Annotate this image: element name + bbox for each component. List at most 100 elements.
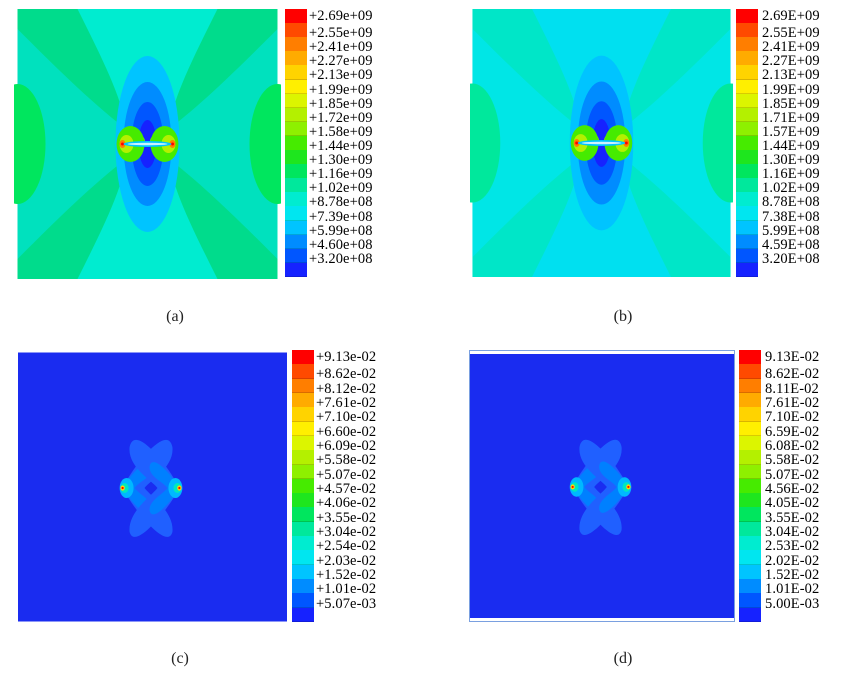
legend-tick-label: 1.30E+09 <box>762 152 820 169</box>
legend-swatch <box>736 9 758 24</box>
legend-tick-label: +8.78e+08 <box>309 194 373 211</box>
legend-swatch <box>739 564 761 580</box>
legend-tick-label: 3.20E+08 <box>762 250 820 267</box>
legend-swatch <box>285 23 307 38</box>
legend-swatch <box>292 579 314 594</box>
legend-swatch <box>285 234 307 250</box>
legend-tick-label: +4.06e-02 <box>316 495 377 512</box>
legend-tick-label: +5.58e-02 <box>316 452 377 469</box>
legend-swatch <box>285 206 307 222</box>
legend-tick-label: 2.69E+09 <box>762 8 820 24</box>
caption-d: (d) <box>613 650 633 667</box>
legend-swatch <box>739 550 761 566</box>
legend-tick-label: +1.01e-02 <box>316 581 377 598</box>
legend-tick-label: +3.04e-02 <box>316 523 377 540</box>
legend-swatch <box>285 93 307 109</box>
legend-swatch <box>292 364 314 380</box>
legend-tick-label: 1.99E+09 <box>762 81 820 98</box>
legend-swatch <box>292 464 314 480</box>
legend-tick-label: 4.05E-02 <box>765 495 820 512</box>
legend-swatch <box>292 607 314 623</box>
legend-tick-label: 6.08E-02 <box>765 438 820 455</box>
legend-tick-label: +2.41e+09 <box>309 39 373 56</box>
legend-swatch <box>736 164 758 179</box>
legend-tick-label: +1.30e+09 <box>309 152 373 169</box>
legend-tick-label: 4.56E-02 <box>765 481 820 497</box>
legend-tick-label: 5.58E-02 <box>765 452 820 469</box>
legend-tick-label: +1.02e+09 <box>309 180 373 197</box>
legend-tick-label: 1.02E+09 <box>762 180 820 197</box>
legend-swatch <box>739 464 761 480</box>
legend-swatch <box>736 23 758 38</box>
legend-tick-label: 1.01E-02 <box>765 581 820 598</box>
legend-swatch <box>292 435 314 451</box>
legend-swatch <box>285 121 307 137</box>
legend-swatch <box>292 350 314 365</box>
legend-tick-label: +2.55e+09 <box>309 25 373 42</box>
legend-tick-label: +1.85e+09 <box>309 95 373 112</box>
contour-plot-d <box>469 350 735 622</box>
contour-plot-b <box>470 9 733 277</box>
legend-swatch <box>736 51 758 66</box>
legend-swatch <box>285 135 307 151</box>
legend-swatch <box>736 248 758 264</box>
legend-tick-label: 7.10E-02 <box>765 409 820 426</box>
legend-tick-label: 1.52E-02 <box>765 566 820 583</box>
legend-tick-label: +5.07e-02 <box>316 466 377 483</box>
damage-contour <box>470 354 734 618</box>
legend-swatch <box>739 450 761 466</box>
legend-tick-label: +2.27e+09 <box>309 53 373 70</box>
legend-swatch <box>285 79 307 95</box>
legend-tick-label: +1.58e+09 <box>309 123 373 140</box>
legend-tick-label: 5.99E+08 <box>762 222 820 239</box>
legend-tick-label: 2.55E+09 <box>762 25 820 42</box>
contour-plot-a <box>14 9 281 279</box>
caption-b: (b) <box>613 308 633 325</box>
legend-swatch <box>285 65 307 80</box>
legend-tick-label: +1.44e+09 <box>309 138 373 154</box>
legend-tick-label: +4.60e+08 <box>309 236 373 253</box>
legend-swatch <box>292 550 314 566</box>
legend-tick-label: 1.57E+09 <box>762 123 820 140</box>
legend-swatch <box>292 450 314 466</box>
caption-c: (c) <box>171 650 189 667</box>
legend-tick-label: +5.07e-03 <box>316 595 377 612</box>
legend-tick-label: 3.04E-02 <box>765 523 820 540</box>
legend-tick-label: +3.55e-02 <box>316 509 377 526</box>
legend-tick-label: 5.00E-03 <box>765 595 820 612</box>
legend-tick-label: +3.20e+08 <box>309 250 373 267</box>
legend-tick-label: 1.85E+09 <box>762 95 820 112</box>
legend-swatch <box>739 493 761 508</box>
legend-tick-label: 2.13E+09 <box>762 67 820 84</box>
legend-swatch <box>739 579 761 594</box>
legend-swatch <box>285 220 307 236</box>
legend-tick-label: 1.71E+09 <box>762 109 820 126</box>
legend-swatch <box>736 93 758 109</box>
legend-swatch <box>292 392 314 408</box>
legend-tick-label: 8.62E-02 <box>765 366 820 383</box>
legend-swatch <box>285 192 307 207</box>
stress-contour <box>14 9 281 279</box>
legend-tick-label: +8.12e-02 <box>316 380 377 397</box>
legend-tick-label: 2.02E-02 <box>765 552 820 569</box>
legend-tick-label: 8.78E+08 <box>762 194 820 211</box>
legend-swatch <box>736 37 758 52</box>
legend-swatch <box>739 435 761 451</box>
legend-tick-label: 7.38E+08 <box>762 208 820 225</box>
damage-contour <box>18 352 287 622</box>
legend-swatch <box>285 107 307 123</box>
legend-swatch <box>739 407 761 423</box>
legend-swatch <box>292 407 314 423</box>
legend-swatch <box>736 220 758 236</box>
legend-tick-label: +1.99e+09 <box>309 81 373 98</box>
legend-tick-label: 1.16E+09 <box>762 166 820 183</box>
legend-swatch <box>292 593 314 609</box>
legend-swatch <box>285 248 307 264</box>
legend-swatch <box>739 593 761 609</box>
legend-swatch <box>285 150 307 165</box>
legend-tick-label: +1.16e+09 <box>309 166 373 183</box>
legend-swatch <box>285 51 307 66</box>
legend-swatch <box>736 150 758 165</box>
legend-tick-label: 6.59E-02 <box>765 423 820 440</box>
legend-swatch <box>739 607 761 623</box>
